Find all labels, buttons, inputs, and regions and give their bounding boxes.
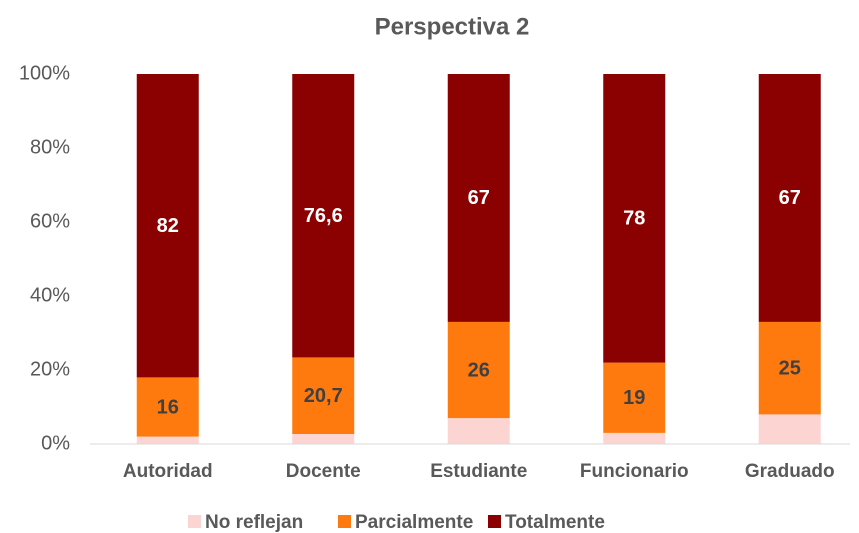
- data-label: 20,7: [304, 385, 343, 407]
- x-tick-label: Estudiante: [430, 461, 527, 482]
- x-tick-label: Graduado: [745, 461, 835, 482]
- bar-segment: [136, 436, 199, 444]
- chart-title: Perspectiva 2: [375, 13, 530, 40]
- bar-segment: [292, 74, 355, 358]
- data-label: 82: [157, 215, 179, 237]
- x-tick-label: Funcionario: [580, 461, 689, 482]
- x-tick-label: Autoridad: [123, 461, 213, 482]
- legend-swatch: [488, 515, 501, 528]
- legend-swatch: [188, 515, 201, 528]
- x-tick-label: Docente: [286, 461, 361, 482]
- data-label: 25: [779, 357, 801, 379]
- legend-label: No reflejan: [205, 512, 303, 533]
- bar-segment: [758, 414, 821, 444]
- bar-segment: [447, 321, 510, 419]
- bar-segment: [603, 362, 666, 433]
- y-tick-label: 100%: [19, 62, 70, 84]
- y-tick-label: 60%: [30, 210, 70, 232]
- y-tick-label: 20%: [30, 358, 70, 380]
- bar-segment: [136, 377, 199, 437]
- y-tick-label: 40%: [30, 284, 70, 306]
- data-label: 16: [157, 396, 179, 418]
- bar-segment: [292, 434, 355, 444]
- data-label: 26: [468, 359, 490, 381]
- legend-label: Totalmente: [505, 512, 605, 533]
- y-tick-label: 0%: [41, 432, 70, 454]
- bar-segment: [603, 432, 666, 444]
- bar-segment: [603, 74, 666, 363]
- bar-segment: [447, 418, 510, 444]
- bar-segment: [758, 74, 821, 322]
- y-tick-label: 80%: [30, 136, 70, 158]
- legend-label: Parcialmente: [355, 512, 473, 533]
- bar-segment: [136, 74, 199, 378]
- data-label: 19: [623, 387, 645, 409]
- data-label: 67: [468, 187, 490, 209]
- data-label: 76,6: [304, 205, 343, 227]
- data-label: 67: [779, 187, 801, 209]
- bar-segment: [447, 74, 510, 322]
- legend-swatch: [338, 515, 351, 528]
- bar-segment: [292, 357, 355, 435]
- data-label: 78: [623, 208, 645, 230]
- bar-segment: [758, 321, 821, 415]
